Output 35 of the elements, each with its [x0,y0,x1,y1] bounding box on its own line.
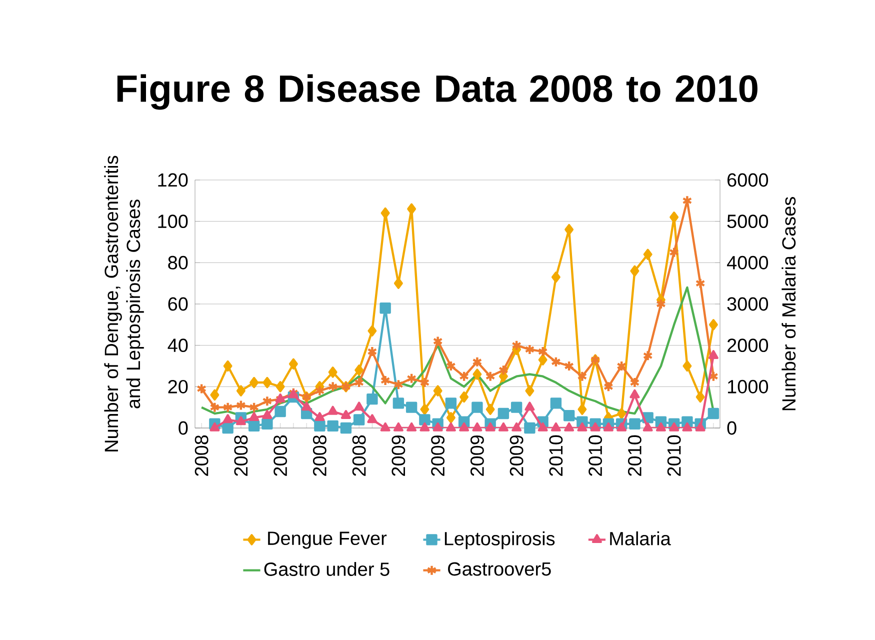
x-tick-label: 2008 [194,435,208,476]
y2-axis-title: Number of Malaria Cases [782,197,796,410]
x-tick-label: 2009 [431,435,445,476]
legend-label: Dengue Fever [268,532,387,549]
y-axis-title: Number of Dengue, Gastroenteritis and Leptospirosis Cases [104,156,144,452]
y2-tick-label: 4000 [726,256,768,270]
x-tick-label: 2010 [549,435,563,476]
y2-tick-label: 2000 [728,338,768,352]
y2-tick-label: 1000 [728,380,768,394]
y-tick-label: 40 [168,338,188,352]
legend-label: Leptospirosis [444,531,555,550]
x-tick-label: 2008 [274,435,288,476]
y-tick-label: 120 [158,173,188,187]
y2-tick-label: 6000 [728,173,768,187]
y2-tick-label: 0 [727,421,736,435]
y-tick-label: 20 [168,380,188,394]
y2-tick-label: 5000 [727,214,768,228]
x-tick-label: 2010 [588,435,602,476]
x-tick-label: 2008 [312,435,326,476]
x-tick-label: 2010 [628,435,642,476]
x-tick-label: 2009 [470,435,484,476]
x-tick-label: 2008 [352,435,366,476]
y-tick-label: 80 [168,256,188,270]
legend-label: Malaria [610,531,671,546]
legend-label: Gastroover5 [448,562,551,576]
y-tick-label: 0 [178,421,188,435]
y-tick-label: 60 [168,297,188,311]
x-tick-label: 2009 [392,435,406,476]
x-tick-label: 2008 [234,435,248,476]
x-tick-label: 2010 [667,435,681,476]
chart-title: Figure 8 Disease Data 2008 to 2010 [117,74,758,110]
x-tick-label: 2009 [510,435,524,476]
y2-tick-label: 3000 [727,297,768,311]
y-tick-label: 100 [158,214,188,228]
legend-label: Gastro under 5 [264,562,390,576]
